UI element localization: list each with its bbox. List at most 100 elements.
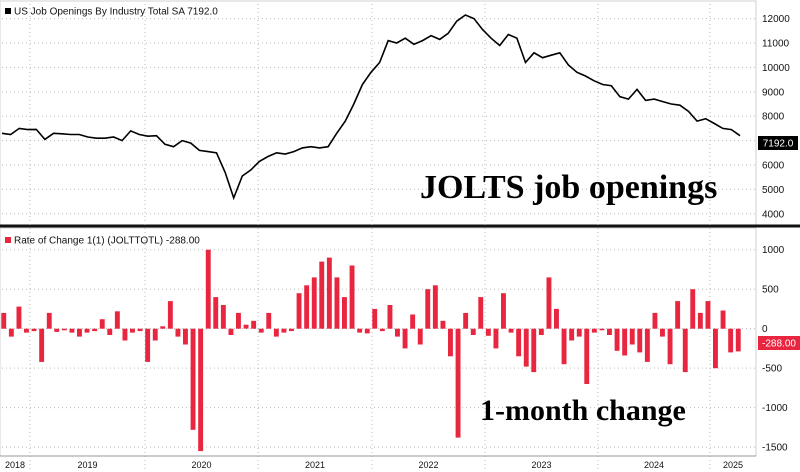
bottom-last-value-text: -288.00 [762,339,796,350]
top-legend-swatch [5,8,11,14]
change-bar [629,328,635,345]
change-bar [84,328,90,333]
change-bar [296,293,302,329]
bottom-legend-label: Rate of Change 1(1) (JOLTTOTL) -288.00 [14,236,200,247]
change-bar [289,328,294,332]
change-bar [342,297,347,329]
change-bar [77,328,82,337]
change-bar [614,328,620,351]
change-bar [637,328,643,353]
bottom-legend-swatch [5,237,11,243]
change-bar [379,328,385,332]
change-bar [387,305,393,329]
change-bar [69,328,75,333]
change-bar [326,257,332,329]
change-bar [152,328,158,341]
change-bar [130,328,135,333]
x-axis-label: 2024 [644,460,664,470]
change-bar [410,314,416,329]
change-bar [92,328,98,332]
change-bar [243,324,249,329]
bottom-last-value-box [758,336,800,350]
change-bar [1,312,7,329]
change-bar [273,328,279,337]
change-bar [160,326,166,329]
bottom-y-tick-label: -1500 [762,443,788,454]
change-bar [137,328,143,332]
top-last-value-box [758,136,798,150]
change-bar [455,328,461,438]
change-bar [228,328,234,335]
bottom-y-tick-labels: -1500 -1000 -500 0 500 1000 [762,245,788,453]
change-bar [417,328,423,345]
x-axis-labels: 2018 2019 2020 2021 2022 2023 2024 2025 [5,460,743,470]
x-axis-label: 2021 [305,460,325,470]
change-bar [448,328,453,357]
top-y-tick-label: 5000 [762,185,785,196]
change-bar [372,308,378,329]
change-bar [660,328,665,337]
x-axis-label: 2025 [723,460,743,470]
change-bar [31,328,37,332]
top-y-tick-label: 11000 [762,39,790,50]
top-y-gridlines [2,18,756,215]
change-bar [720,310,726,329]
x-axis-label: 2019 [77,460,97,470]
change-bar [485,328,491,336]
change-bar [190,328,196,430]
change-bar [584,328,590,384]
top-legend-label: US Job Openings By Industry Total SA 719… [14,7,218,18]
change-bar [122,328,128,341]
top-y-tick-label: 9000 [762,87,785,98]
change-bar [652,312,658,329]
change-bar [39,328,45,362]
top-y-tick-label: 12000 [762,14,790,25]
top-y-tick-label: 6000 [762,161,785,172]
top-panel-frame [0,0,757,227]
bottom-y-tick-label: -500 [762,364,782,375]
change-bars [1,249,741,452]
top-y-tick-label: 8000 [762,112,785,123]
bottom-y-gridlines [2,249,756,448]
change-bar [622,328,628,356]
change-bar [334,277,340,329]
change-bar [145,328,151,362]
change-bar [114,311,120,329]
change-bar [735,328,741,352]
change-bar [54,328,60,332]
change-bar [501,293,506,329]
change-bar [349,265,355,329]
change-bar [576,328,582,337]
change-bar [531,328,537,373]
change-bar [319,261,325,329]
top-y-tick-labels: 400050006000700080009000100001100012000 [762,14,790,220]
change-bar [591,328,597,333]
change-bar [470,328,476,335]
change-bar [713,328,718,369]
change-bar [561,328,567,365]
change-bar [402,328,408,349]
change-bar [46,312,52,329]
change-bar [8,328,14,337]
change-bar [198,328,204,452]
top-y-tick-label: 10000 [762,63,790,74]
top-last-value-tag: 7192.0 [758,136,798,150]
change-bar [175,328,181,337]
bottom-y-tick-label: 500 [762,285,779,296]
change-bar [258,328,264,333]
change-bar [107,328,113,335]
top-annotation: JOLTS job openings [420,169,717,206]
change-bar [523,328,529,367]
change-bar [236,312,241,329]
change-bar [682,328,688,373]
change-bar [667,328,673,365]
change-bar [357,328,363,333]
change-bar [16,306,22,329]
top-legend: US Job Openings By Industry Total SA 719… [5,7,218,18]
change-bar [432,285,438,329]
change-bar [538,328,544,335]
change-bar [440,320,446,329]
change-bar [516,328,522,357]
change-bar [24,328,29,333]
bottom-last-value-tag: -288.00 [758,336,800,350]
